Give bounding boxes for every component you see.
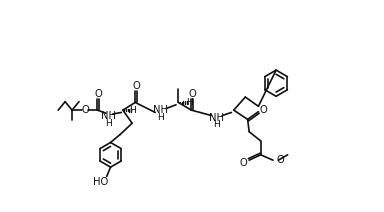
- Text: H: H: [129, 106, 136, 115]
- Text: NH: NH: [209, 113, 224, 123]
- Text: O: O: [94, 89, 102, 99]
- Text: H: H: [214, 120, 220, 129]
- Text: NH: NH: [101, 111, 116, 121]
- Text: O: O: [188, 89, 196, 99]
- Text: H: H: [185, 98, 192, 107]
- Text: O: O: [276, 155, 284, 165]
- Text: NH: NH: [153, 105, 168, 115]
- Text: H: H: [157, 113, 164, 121]
- Text: O: O: [132, 81, 140, 91]
- Text: O: O: [81, 105, 89, 115]
- Text: HO: HO: [93, 177, 108, 187]
- Text: H: H: [105, 119, 112, 128]
- Text: O: O: [260, 105, 268, 115]
- Text: O: O: [240, 158, 248, 168]
